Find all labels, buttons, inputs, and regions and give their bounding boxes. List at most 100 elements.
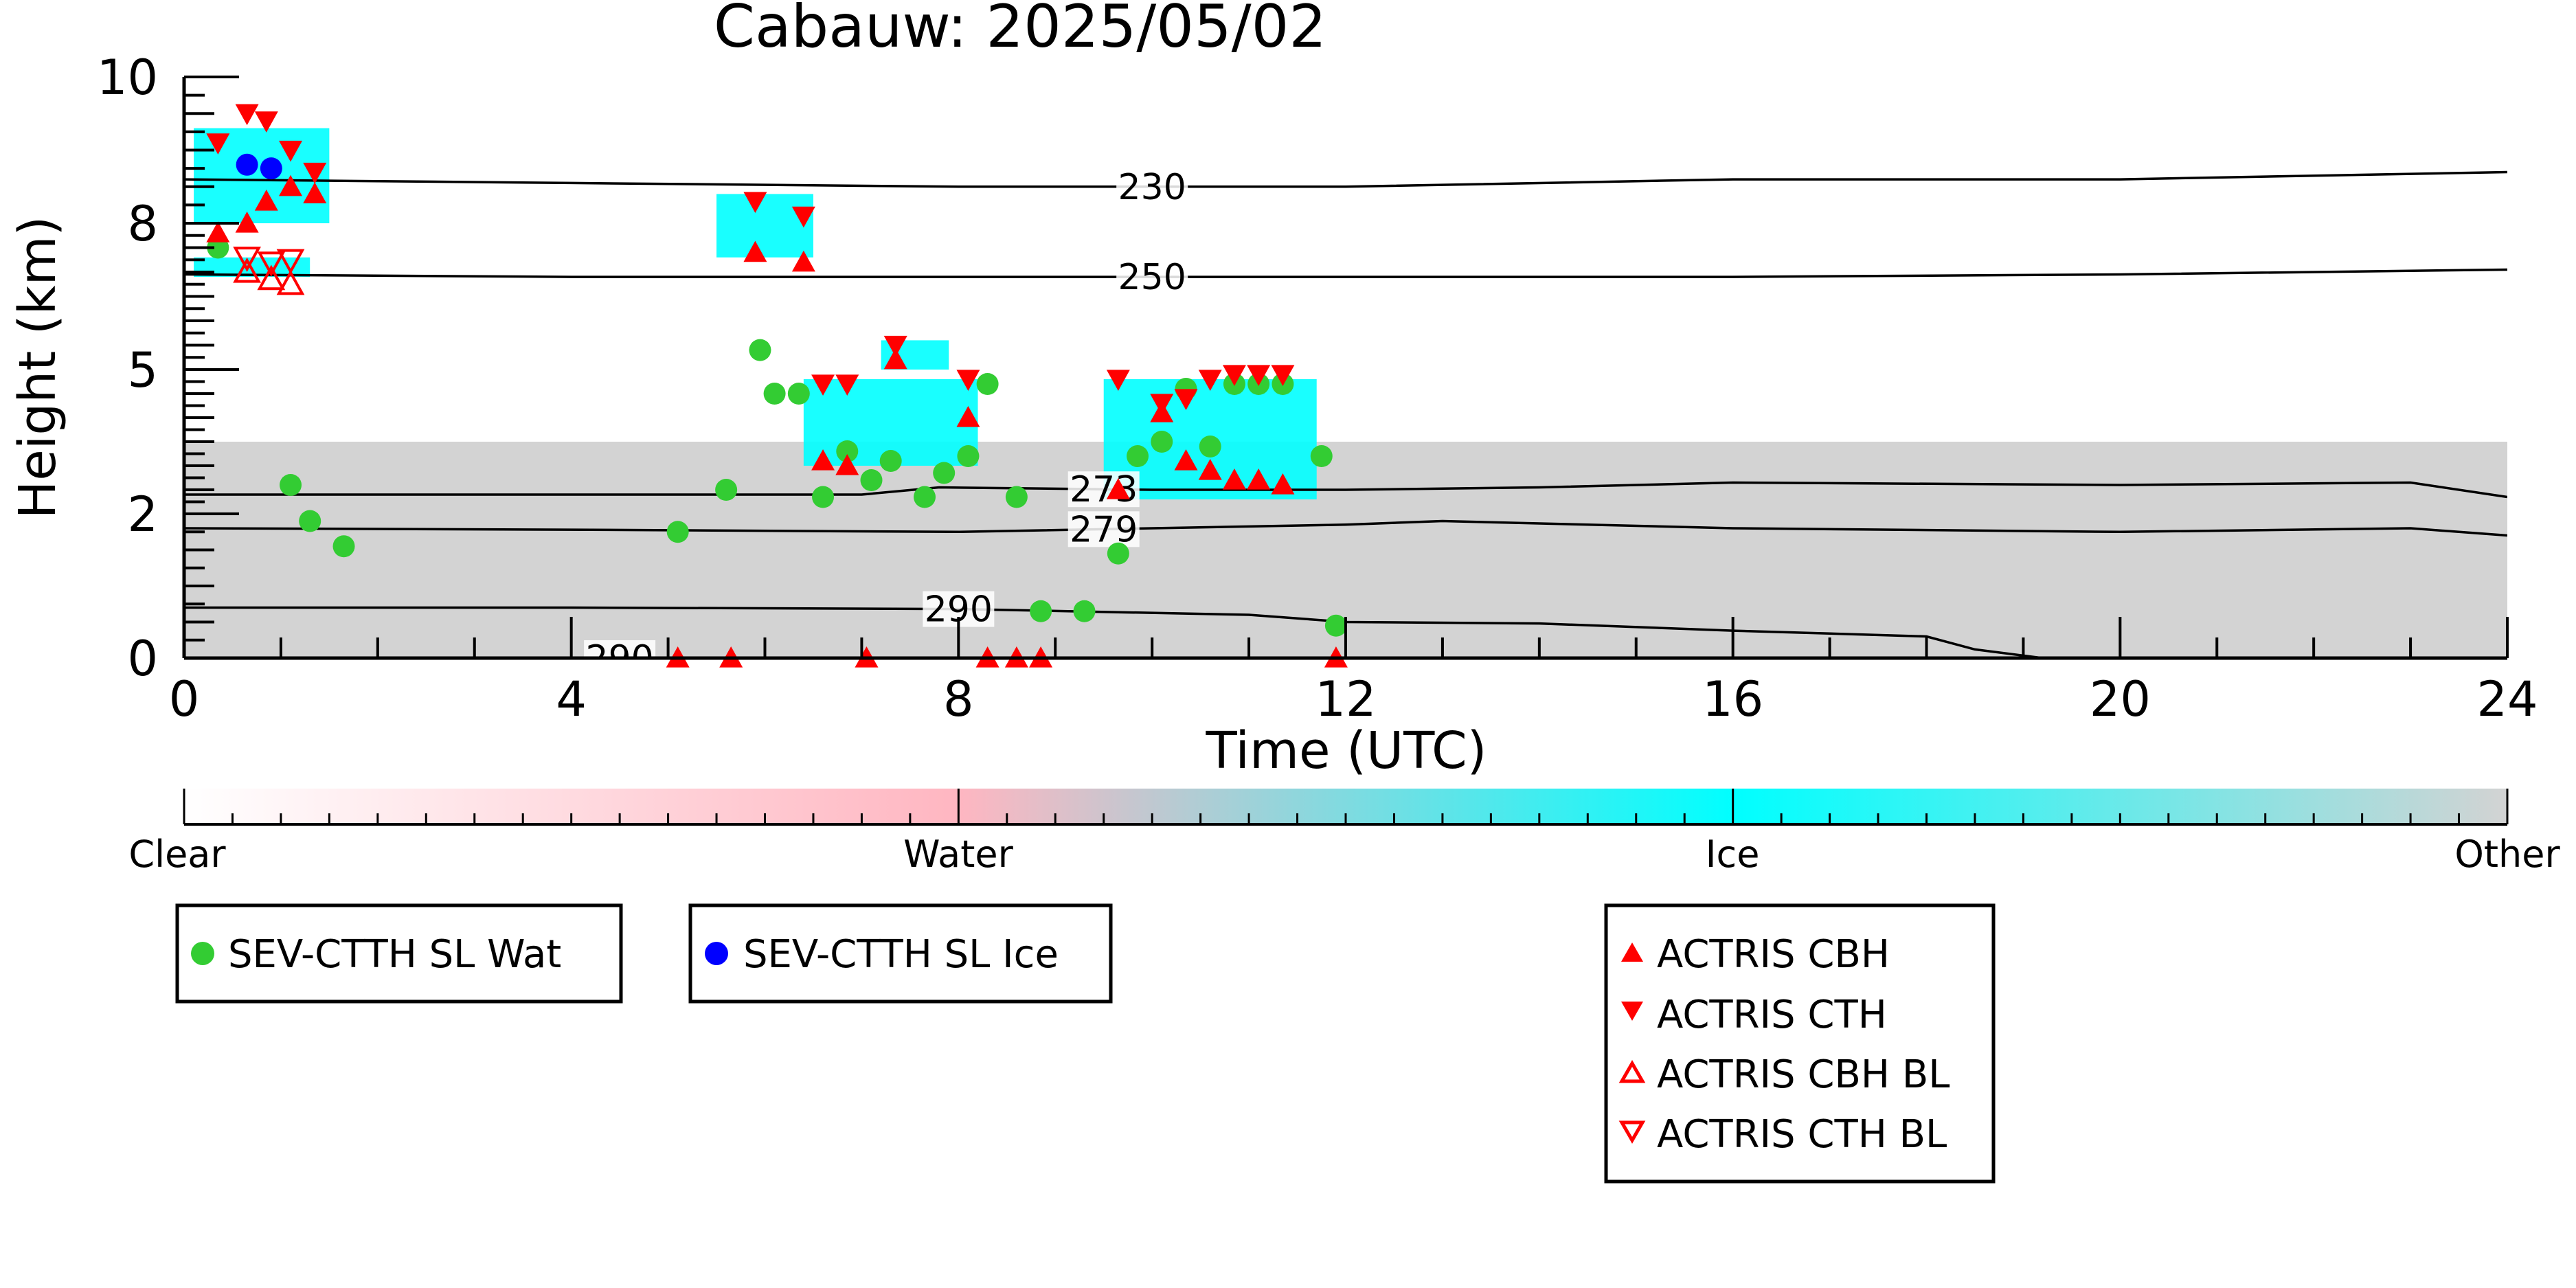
point-actris-cbh-bl-0 (233, 257, 261, 283)
legend-marker-cbh-bl (1618, 1059, 1646, 1083)
x-tick-label-24: 24 (2476, 671, 2538, 727)
point-sev-ctth-sl-wat-4 (666, 521, 689, 543)
x-tick-label-12: 12 (1315, 671, 1376, 727)
y-tick-label-5: 5 (127, 342, 158, 398)
point-sev-ctth-sl-wat-10 (836, 440, 859, 462)
contour-label-bg-1 (1116, 259, 1188, 295)
x-axis-label: Time (UTC) (1205, 721, 1487, 780)
point-actris-cth-12 (1150, 394, 1174, 415)
contour-label-bg-0 (1116, 168, 1188, 205)
point-actris-cth-16 (1247, 365, 1271, 386)
contour-230-0 (184, 170, 2507, 188)
axis-ticks: 0 4 8 12 16 20 24 0 2 5 8 10 (97, 49, 2538, 727)
legend-marker-cbh (1621, 942, 1643, 962)
legend-marker-cth (1621, 1002, 1643, 1021)
point-sev-ctth-sl-wat-24 (1199, 436, 1221, 457)
y-tick-label-2: 2 (127, 486, 158, 543)
point-actris-cth-5 (743, 192, 767, 214)
point-actris-cbh-11 (1106, 478, 1130, 499)
point-sev-ctth-sl-wat-18 (1030, 600, 1052, 622)
x-tick-label-16: 16 (1702, 671, 1763, 727)
legend-label-wat: SEV-CTTH SL Wat (228, 932, 561, 977)
chart-title: Cabauw: 2025/05/02 (714, 0, 1326, 61)
point-actris-cth-bl-2 (276, 249, 305, 275)
point-actris-cbh-8 (835, 454, 859, 475)
point-sev-ctth-sl-wat-22 (1151, 431, 1173, 453)
legends: SEV-CTTH SL Wat SEV-CTTH SL Ice ACTRIS C… (175, 903, 1996, 1184)
point-sev-ctth-sl-wat-21 (1127, 445, 1149, 467)
point-actris-cbh-13 (1174, 449, 1198, 471)
point-sev-ctth-sl-wat-12 (879, 450, 902, 472)
contour-label-279-3: 279 (1070, 509, 1138, 550)
y-tick-label-10: 10 (97, 49, 158, 106)
contour-label-230-0: 230 (1118, 167, 1186, 208)
point-actris-cbh-7 (811, 449, 835, 471)
point-actris-cth-13 (1174, 389, 1198, 410)
point-sev-ctth-sl-wat-20 (1107, 542, 1129, 565)
legend-label-cbh-bl: ACTRIS CBH BL (1657, 1052, 1950, 1097)
legend-box-wat: SEV-CTTH SL Wat (175, 903, 623, 1004)
point-actris-cth-bl-1 (257, 251, 286, 277)
point-actris-cbh-5 (743, 240, 767, 262)
point-sev-ctth-sl-wat-17 (1005, 486, 1028, 508)
point-actris-cth-1 (235, 104, 259, 126)
point-actris-cbh-9 (883, 348, 907, 370)
x-tick-label-0: 0 (169, 671, 200, 727)
point-actris-cth-8 (835, 374, 859, 396)
legend-box-actris: ACTRIS CBH ACTRIS CTH ACTRIS CBH BL ACTR… (1604, 903, 1996, 1184)
point-sev-ctth-sl-wat-6 (749, 339, 771, 361)
point-actris-cth-2 (254, 111, 278, 133)
legend-label-cth: ACTRIS CTH (1657, 993, 1887, 1037)
point-sev-ctth-sl-ice-1 (260, 157, 282, 180)
point-actris-cbh-2 (254, 190, 278, 211)
contour-label-250-1: 250 (1118, 257, 1186, 298)
contour-label-bg-5 (584, 640, 656, 658)
colorbar-label-clear: Clear (128, 833, 226, 876)
cloud-region-ice-3 (716, 194, 813, 258)
point-actris-cbh-6 (791, 250, 815, 272)
point-sev-ctth-sl-wat-8 (787, 383, 810, 405)
colorbar-ticks (183, 789, 2509, 824)
point-actris-cbh-4 (303, 182, 327, 203)
point-actris-cbh-3 (279, 174, 303, 196)
point-sev-ctth-sl-wat-15 (957, 445, 980, 467)
point-actris-cth-15 (1222, 365, 1246, 386)
colorbar-label-ice: Ice (1706, 833, 1760, 876)
y-axis-label: Height (km) (8, 216, 67, 519)
colorbar-label-water: Water (903, 833, 1013, 876)
point-actris-cth-0 (206, 133, 230, 155)
y-tick-label-0: 0 (127, 631, 158, 687)
point-actris-cbh-bl-1 (257, 264, 286, 291)
point-actris-cbh-16 (1247, 468, 1271, 490)
y-tick-label-8: 8 (127, 196, 158, 252)
legend-marker-cth-bl (1618, 1120, 1646, 1144)
point-actris-cbh-1 (235, 212, 259, 233)
point-sev-ctth-sl-ice-0 (236, 153, 258, 176)
point-actris-cth-11 (1106, 370, 1130, 391)
point-actris-cbh-bl-2 (276, 269, 305, 295)
point-sev-ctth-sl-wat-9 (812, 486, 835, 508)
x-tick-label-20: 20 (2090, 671, 2151, 727)
point-actris-cth-6 (791, 206, 815, 228)
colorbar-label-other: Other (2454, 833, 2560, 876)
x-tick-label-8: 8 (943, 671, 974, 727)
point-sev-ctth-sl-wat-29 (1324, 614, 1347, 637)
point-actris-cth-17 (1271, 365, 1295, 386)
point-sev-ctth-sl-wat-13 (914, 486, 936, 508)
point-actris-cth-3 (279, 140, 303, 162)
point-actris-cth-10 (956, 370, 980, 391)
contour-label-bg-3 (1067, 511, 1140, 547)
point-sev-ctth-sl-wat-11 (860, 469, 883, 491)
point-sev-ctth-sl-wat-14 (933, 462, 956, 484)
contour-label-bg-2 (1067, 471, 1140, 508)
legend-marker-ice (705, 942, 728, 965)
point-sev-ctth-sl-wat-2 (299, 510, 321, 532)
contour-label-290-5: 290 (585, 638, 653, 679)
legend-label-ice: SEV-CTTH SL Ice (743, 932, 1059, 977)
colorbar: Clear Water Ice Other (128, 789, 2560, 876)
legend-label-cth-bl: ACTRIS CTH BL (1657, 1112, 1947, 1157)
contour-label-273-2: 273 (1070, 469, 1138, 510)
point-sev-ctth-sl-wat-28 (1310, 445, 1333, 467)
